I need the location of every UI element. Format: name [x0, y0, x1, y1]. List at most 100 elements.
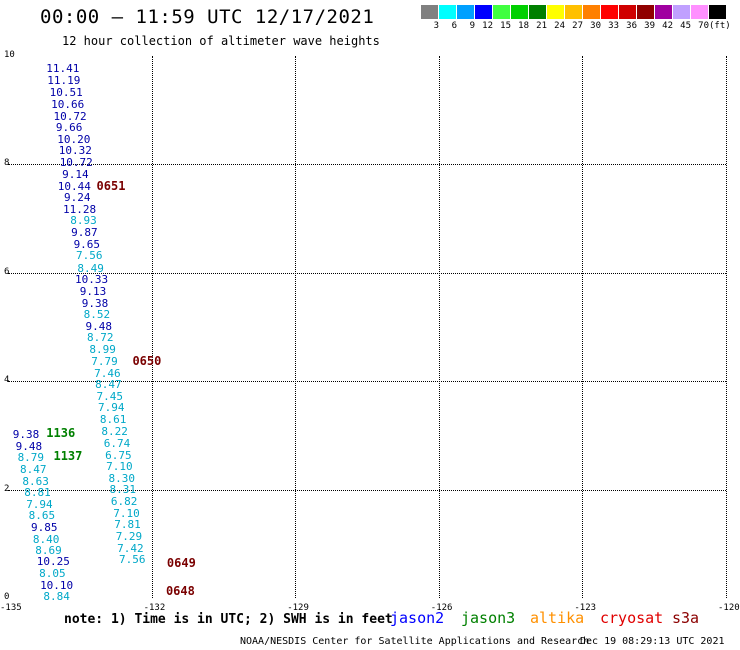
scale-swatch — [637, 5, 655, 19]
wave-height-value: 9.87 — [71, 226, 98, 240]
wave-height-value: 7.56 — [75, 249, 103, 263]
scale-swatch — [583, 5, 601, 19]
footer-timestamp: Dec 19 08:29:13 UTC 2021 — [580, 636, 725, 647]
wave-height-value: 8.99 — [89, 343, 116, 357]
scale-label: 36 — [626, 21, 637, 31]
scale-swatch — [565, 5, 583, 19]
wave-height-value: 7.10 — [113, 506, 140, 520]
wave-height-value: 9.14 — [62, 168, 89, 182]
wave-height-value: 6.74 — [103, 436, 131, 450]
grid-line-latitude — [8, 381, 726, 383]
wave-height-value: 7.94 — [97, 401, 125, 415]
scale-label: 12 — [482, 21, 493, 31]
scale-label: 45 — [680, 21, 691, 31]
wave-height-value: 10.72 — [53, 109, 87, 123]
x-tick-label: -126 — [430, 603, 453, 613]
wave-height-value: 10.33 — [75, 272, 109, 286]
wave-height-value: 10.10 — [40, 578, 74, 592]
wave-height-value: 8.52 — [83, 308, 111, 322]
wave-height-value: 8.30 — [108, 471, 136, 485]
wave-height-value: 9.48 — [85, 320, 113, 334]
scale-swatch — [439, 5, 457, 19]
scale-swatch — [673, 5, 691, 19]
pass-time-label: 0650 — [132, 353, 162, 368]
wave-height-value: 9.38 — [81, 296, 109, 310]
wave-height-value: 11.41 — [46, 61, 80, 75]
y-tick-label: 6 — [4, 266, 10, 277]
wave-height-value: 7.46 — [94, 366, 121, 380]
scale-swatch — [655, 5, 673, 19]
grid-line-longitude — [151, 56, 153, 598]
wave-height-value: 8.79 — [17, 451, 45, 465]
grid-line-latitude — [8, 272, 726, 274]
wave-height-value: 8.84 — [43, 590, 70, 603]
scale-label: 18 — [518, 21, 529, 31]
scale-swatch — [619, 5, 637, 19]
wave-height-value: 8.22 — [101, 425, 128, 439]
wave-height-value: 6.82 — [110, 495, 138, 509]
scale-swatch — [529, 5, 547, 19]
scale-swatch — [421, 5, 439, 19]
x-tick-label: -120 — [718, 603, 740, 613]
scale-label: (ft) — [709, 21, 731, 31]
wave-height-value: 8.81 — [24, 485, 51, 499]
footer-credit: NOAA/NESDIS Center for Satellite Applica… — [240, 636, 590, 647]
grid-line-longitude — [582, 56, 584, 598]
scale-swatch — [601, 5, 619, 19]
wave-height-value: 9.24 — [64, 191, 91, 205]
y-tick-label: 4 — [4, 375, 10, 386]
pass-time-label: 0651 — [96, 178, 126, 193]
wave-height-value: 7.81 — [114, 518, 141, 532]
pass-time-label: 1137 — [53, 449, 83, 464]
legend-s3a: s3a — [672, 609, 700, 627]
wave-height-value: 10.44 — [57, 179, 91, 193]
wave-height-value: 10.32 — [58, 144, 92, 158]
wave-height-value: 10.51 — [49, 85, 83, 99]
wave-height-value: 8.61 — [99, 413, 127, 427]
wave-height-value: 9.13 — [79, 284, 107, 298]
scale-label: 6 — [451, 21, 457, 31]
wave-height-value: 8.47 — [95, 378, 122, 392]
legend-cryosat: cryosat — [600, 609, 664, 627]
wave-height-value: 8.65 — [28, 509, 56, 523]
legend-altika: altika — [530, 609, 585, 627]
wave-height-value: 6.75 — [105, 448, 132, 462]
scale-swatch — [457, 5, 475, 19]
y-tick-label: 8 — [4, 158, 10, 169]
scale-swatch — [493, 5, 511, 19]
wave-height-value: 7.10 — [106, 459, 133, 473]
scale-swatch — [547, 5, 565, 19]
wave-height-value: 9.38 — [12, 428, 40, 442]
scale-swatch — [475, 5, 493, 19]
wave-height-value: 10.20 — [57, 133, 91, 147]
legend-jason3: jason3 — [461, 609, 516, 627]
scale-label: 9 — [469, 21, 475, 31]
wave-height-scale-labels: 3 6 9 12 15 18 21 24 27 30 33 36 39 42 45 70 (ft) — [421, 21, 731, 31]
x-tick-label: -123 — [574, 603, 597, 613]
wave-height-value: 10.25 — [36, 555, 70, 569]
wave-height-value: 11.28 — [63, 203, 97, 216]
pass-time-label: 0648 — [165, 584, 195, 599]
scale-label: 27 — [572, 21, 583, 31]
pass-time-label: 1136 — [46, 426, 76, 441]
grid-line-longitude — [726, 56, 727, 598]
scale-swatch — [511, 5, 529, 19]
wave-height-value: 8.40 — [32, 532, 60, 546]
scale-label: 15 — [500, 21, 511, 31]
wave-height-value: 8.69 — [35, 543, 62, 557]
legend-jason2: jason2 — [390, 609, 445, 627]
wave-height-value: 8.47 — [19, 462, 47, 476]
wave-height-value: 8.49 — [77, 261, 104, 275]
wave-height-value: 8.63 — [22, 474, 49, 488]
wave-height-value: 7.29 — [115, 529, 143, 543]
wave-height-value: 8.05 — [39, 566, 66, 580]
wave-height-value: 9.65 — [73, 237, 101, 251]
map-plot-area — [8, 56, 727, 598]
wave-height-value: 11.19 — [47, 74, 81, 88]
y-tick-label: 0 — [4, 592, 10, 602]
scale-swatch — [709, 5, 727, 19]
wave-height-value: 7.56 — [119, 553, 146, 567]
wave-height-value: 8.93 — [70, 214, 97, 228]
wave-height-value: 8.72 — [86, 331, 114, 345]
scale-label: 39 — [644, 21, 655, 31]
